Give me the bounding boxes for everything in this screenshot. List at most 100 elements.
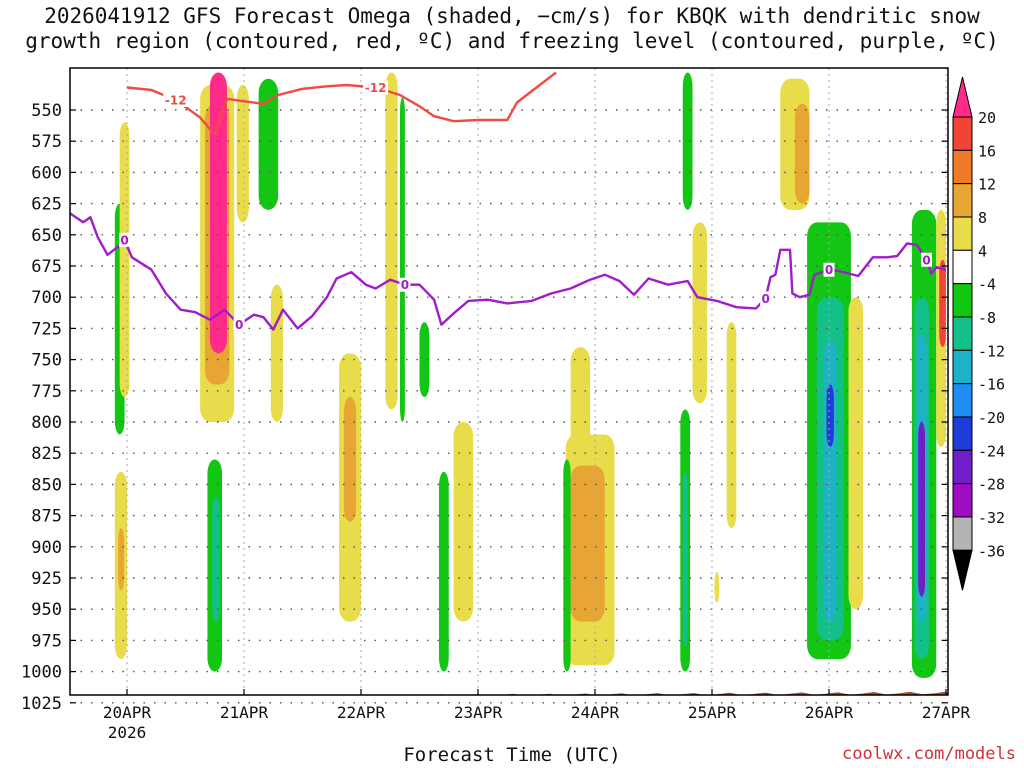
surface-terrain	[70, 691, 948, 695]
y-tick-label-900: 900	[31, 538, 62, 558]
freezing-level-contour-label-2: 0	[401, 278, 409, 292]
omega-region-35	[848, 297, 864, 610]
chart-title-line-1: 2026041912 GFS Forecast Omega (shaded, −…	[44, 4, 980, 28]
y-tick-label-725: 725	[31, 319, 62, 339]
omega-region-33	[824, 340, 837, 622]
plot-frame	[69, 67, 949, 696]
colorbar-label-11: -28	[978, 476, 1005, 494]
omega-region-26	[714, 571, 720, 603]
colorbar: 20 16 12 8 4 -4 -8 -12 -16 -20 -24 -28 -32 -36	[952, 76, 1005, 591]
x-tick-label-25APR: 25APR	[688, 703, 737, 722]
freezing-level-contour-label-5: 0	[922, 253, 930, 267]
colorbar-label-3: 8	[978, 209, 987, 227]
contours-layer: -12 -12 0 0 0 0 0 0	[70, 71, 947, 332]
y-tick-label-825: 825	[31, 444, 62, 464]
colorbar-label-6: -8	[978, 309, 996, 327]
dendritic-contour-label-bg-1	[363, 80, 389, 95]
x-tick-label-26APR: 26APR	[805, 703, 854, 722]
colorbar-bottom-arrow	[952, 549, 973, 591]
freezing-level-contour-label-1: 0	[235, 318, 243, 332]
y-tick-label-700: 700	[31, 288, 62, 308]
y-tick-label-600: 600	[31, 163, 62, 183]
omega-region-15	[400, 97, 405, 423]
omega-region-20	[570, 465, 605, 622]
x-tick-label-22APR: 22APR	[337, 703, 386, 722]
omega-region-18	[453, 422, 474, 622]
colorbar-bin-4	[952, 216, 973, 251]
omega-region-24	[682, 471, 688, 647]
omega-region-8	[212, 496, 220, 622]
colorbar-bin-9	[952, 383, 973, 418]
colorbar-label-8: -16	[978, 376, 1005, 394]
y-tick-label-975: 975	[31, 631, 62, 651]
x-tick-label-24APR: 24APR	[571, 703, 620, 722]
omega-region-14	[385, 72, 398, 410]
omega-region-9	[258, 78, 279, 210]
colorbar-label-2: 12	[978, 176, 996, 194]
colorbar-label-12: -32	[978, 509, 1005, 527]
x-tick-label-23APR: 23APR	[454, 703, 503, 722]
colorbar-label-0: 20	[978, 109, 996, 127]
freezing-level-contour	[70, 211, 947, 331]
freezing-level-contour-label-bg-3	[760, 291, 772, 306]
credit-text: coolwx.com/models	[842, 744, 1016, 764]
y-tick-label-550: 550	[31, 101, 62, 121]
freezing-level-contour-label-3: 0	[761, 292, 769, 306]
omega-region-30	[794, 103, 810, 204]
colorbar-label-4: 4	[978, 242, 987, 260]
omega-region-3	[118, 528, 125, 591]
gridlines	[70, 68, 948, 704]
omega-region-10	[236, 85, 249, 223]
colorbar-bin-8	[952, 349, 973, 385]
omega-region-34	[826, 384, 834, 447]
freezing-level-contour-label-4: 0	[825, 263, 833, 277]
y-tick-label-675: 675	[31, 257, 62, 277]
freezing-level-contour-label-bg-0	[119, 232, 131, 247]
colorbar-bin-6	[952, 283, 973, 318]
colorbar-bin-11	[952, 449, 973, 485]
colorbar-bin-5	[952, 249, 973, 285]
y-tick-label-625: 625	[31, 195, 62, 215]
freezing-level-contour-label-0: 0	[120, 233, 128, 247]
x-tick-label-20APR: 20APR	[103, 703, 152, 722]
freezing-level-contour-label-bg-5	[921, 252, 932, 267]
omega-region-16	[419, 322, 430, 398]
omega-region-39	[918, 422, 926, 597]
colorbar-label-13: -36	[978, 542, 1005, 560]
colorbar-bin-1	[952, 116, 973, 151]
y-tick-label-850: 850	[31, 475, 62, 495]
colorbar-label-9: -20	[978, 409, 1005, 427]
x-tick-sublabel-20APR: 2026	[108, 723, 147, 742]
omega-region-41	[939, 259, 946, 348]
x-axis-label: Forecast Time (UTC)	[403, 744, 621, 766]
omega-region-27	[726, 322, 737, 529]
colorbar-bin-13	[952, 516, 973, 551]
colorbar-label-10: -24	[978, 442, 1005, 460]
x-tick-label-21APR: 21APR	[220, 703, 269, 722]
y-tick-label-575: 575	[31, 132, 62, 152]
colorbar-bin-7	[952, 316, 973, 351]
dendritic-contour-label-0: -12	[165, 94, 187, 108]
omega-region-21	[563, 459, 571, 672]
y-tick-label-800: 800	[31, 413, 62, 433]
y-tick-label-775: 775	[31, 382, 62, 402]
freezing-level-contour-label-bg-1	[233, 317, 245, 332]
y-tick-label-750: 750	[31, 351, 62, 371]
x-tick-label-27APR: 27APR	[922, 703, 971, 722]
y-tick-label-950: 950	[31, 600, 62, 620]
dendritic-contour-label-bg-0	[163, 93, 189, 108]
omega-shading-layer	[114, 72, 946, 678]
omega-region-13	[343, 397, 357, 522]
y-tick-label-650: 650	[31, 226, 62, 246]
y-tick-label-875: 875	[31, 507, 62, 527]
freezing-level-contour-label-bg-4	[823, 262, 835, 277]
y-tick-label-1000: 1000	[21, 663, 62, 683]
axes: 550 575 600 625 650 675 700 725 750 775 800 825 850 8…	[21, 67, 971, 742]
omega-region-28	[682, 72, 693, 210]
colorbar-label-7: -12	[978, 342, 1005, 360]
omega-region-6	[209, 72, 227, 354]
colorbar-bin-3	[952, 183, 973, 218]
colorbar-bin-2	[952, 149, 973, 185]
colorbar-bin-12	[952, 483, 973, 518]
